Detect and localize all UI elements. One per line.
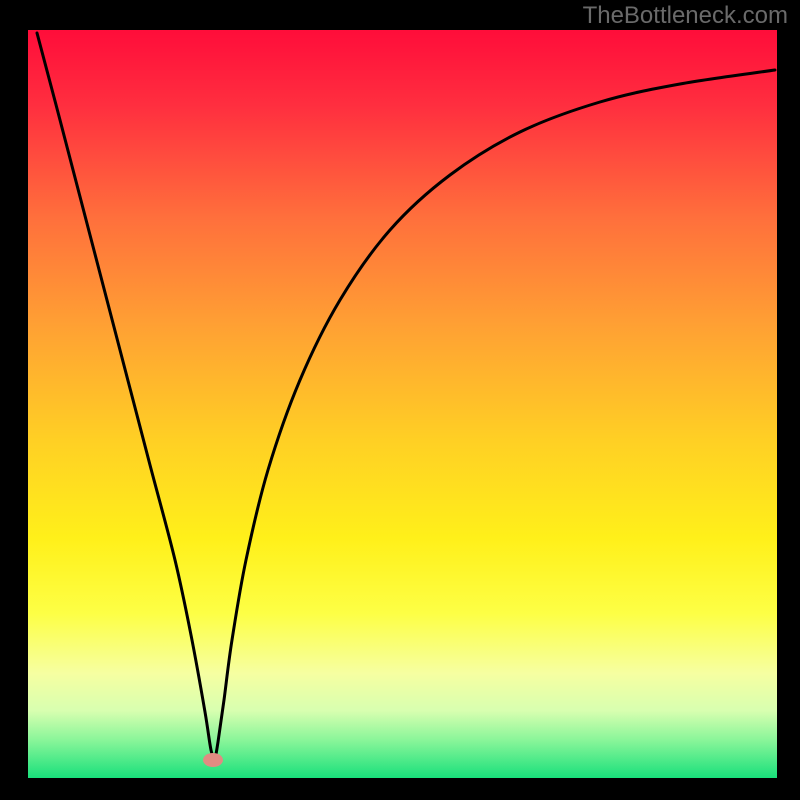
chart-background: [0, 0, 800, 800]
